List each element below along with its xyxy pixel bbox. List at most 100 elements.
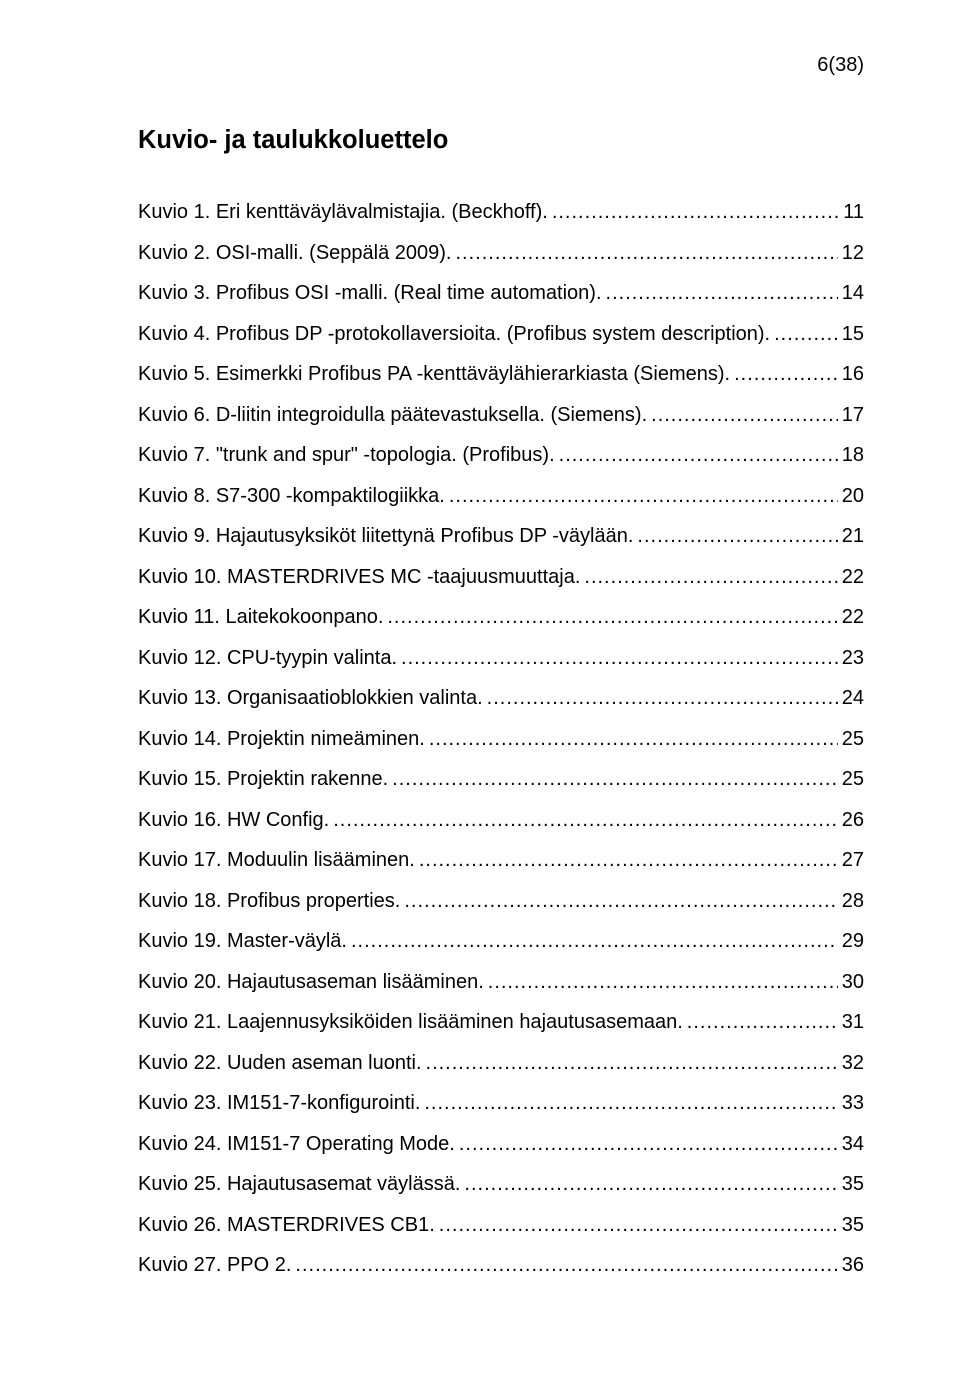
toc-entry-page: 11 xyxy=(838,201,864,224)
toc-entry-page: 25 xyxy=(838,728,864,751)
toc-leader-dots xyxy=(460,1173,838,1196)
toc-row: Kuvio 12. CPU-tyypin valinta.23 xyxy=(138,647,864,670)
toc-entry-page: 27 xyxy=(838,849,864,872)
toc-leader-dots xyxy=(388,768,838,791)
toc-entry-label: Kuvio 6. D-liitin integroidulla päätevas… xyxy=(138,404,647,427)
toc-row: Kuvio 26. MASTERDRIVES CB1. 35 xyxy=(138,1214,864,1237)
toc-leader-dots xyxy=(383,606,838,629)
toc-leader-dots xyxy=(555,444,838,467)
toc-entry-page: 16 xyxy=(838,363,864,386)
toc-row: Kuvio 8. S7-300 -kompaktilogiikka.20 xyxy=(138,485,864,508)
toc-leader-dots xyxy=(548,201,838,224)
toc-row: Kuvio 25. Hajautusasemat väylässä. 35 xyxy=(138,1173,864,1196)
toc-leader-dots xyxy=(484,971,838,994)
toc-row: Kuvio 22. Uuden aseman luonti.32 xyxy=(138,1052,864,1075)
toc-entry-label: Kuvio 24. IM151-7 Operating Mode. xyxy=(138,1133,455,1156)
toc-entry-label: Kuvio 13. Organisaatioblokkien valinta. xyxy=(138,687,483,710)
toc-entry-label: Kuvio 15. Projektin rakenne. xyxy=(138,768,388,791)
toc-entry-label: Kuvio 7. "trunk and spur" -topologia. (P… xyxy=(138,444,555,467)
toc-row: Kuvio 4. Profibus DP -protokollaversioit… xyxy=(138,323,864,346)
toc-entry-label: Kuvio 23. IM151-7-konfigurointi. xyxy=(138,1092,420,1115)
toc-entry-page: 29 xyxy=(838,930,864,953)
toc-entry-page: 34 xyxy=(838,1133,864,1156)
toc-leader-dots xyxy=(647,404,838,427)
toc-entry-page: 35 xyxy=(838,1173,864,1196)
toc-leader-dots xyxy=(397,647,838,670)
toc-entry-page: 17 xyxy=(838,404,864,427)
toc-leader-dots xyxy=(422,1052,838,1075)
toc-leader-dots xyxy=(329,809,838,832)
toc-leader-dots xyxy=(730,363,838,386)
toc-row: Kuvio 15. Projektin rakenne. 25 xyxy=(138,768,864,791)
toc-row: Kuvio 7. "trunk and spur" -topologia. (P… xyxy=(138,444,864,467)
toc-entry-label: Kuvio 11. Laitekokoonpano. xyxy=(138,606,383,629)
toc-leader-dots xyxy=(425,728,838,751)
toc-entry-label: Kuvio 19. Master-väylä. xyxy=(138,930,347,953)
toc-entry-page: 18 xyxy=(838,444,864,467)
toc-row: Kuvio 11. Laitekokoonpano. 22 xyxy=(138,606,864,629)
toc-leader-dots xyxy=(633,525,838,548)
toc-list: Kuvio 1. Eri kenttäväylävalmistajia. (Be… xyxy=(138,201,864,1277)
toc-entry-label: Kuvio 18. Profibus properties. xyxy=(138,890,400,913)
toc-entry-page: 33 xyxy=(838,1092,864,1115)
toc-row: Kuvio 1. Eri kenttäväylävalmistajia. (Be… xyxy=(138,201,864,224)
toc-entry-page: 36 xyxy=(838,1254,864,1277)
toc-row: Kuvio 16. HW Config. 26 xyxy=(138,809,864,832)
toc-leader-dots xyxy=(602,282,838,305)
toc-row: Kuvio 19. Master-väylä. 29 xyxy=(138,930,864,953)
toc-row: Kuvio 21. Laajennusyksiköiden lisääminen… xyxy=(138,1011,864,1034)
toc-leader-dots xyxy=(400,890,838,913)
toc-entry-page: 15 xyxy=(838,323,864,346)
toc-entry-label: Kuvio 20. Hajautusaseman lisääminen. xyxy=(138,971,484,994)
toc-leader-dots xyxy=(452,242,839,265)
toc-entry-page: 21 xyxy=(838,525,864,548)
toc-entry-label: Kuvio 21. Laajennusyksiköiden lisääminen… xyxy=(138,1011,683,1034)
toc-row: Kuvio 23. IM151-7-konfigurointi. 33 xyxy=(138,1092,864,1115)
toc-row: Kuvio 9. Hajautusyksiköt liitettynä Prof… xyxy=(138,525,864,548)
toc-entry-page: 30 xyxy=(838,971,864,994)
toc-entry-label: Kuvio 25. Hajautusasemat väylässä. xyxy=(138,1173,460,1196)
toc-entry-page: 12 xyxy=(838,242,864,265)
toc-row: Kuvio 13. Organisaatioblokkien valinta. 2… xyxy=(138,687,864,710)
toc-entry-label: Kuvio 17. Moduulin lisääminen. xyxy=(138,849,415,872)
toc-entry-label: Kuvio 27. PPO 2. xyxy=(138,1254,291,1277)
toc-leader-dots xyxy=(770,323,838,346)
toc-entry-page: 35 xyxy=(838,1214,864,1237)
toc-entry-label: Kuvio 4. Profibus DP -protokollaversioit… xyxy=(138,323,770,346)
toc-row: Kuvio 2. OSI-malli. (Seppälä 2009).12 xyxy=(138,242,864,265)
toc-leader-dots xyxy=(420,1092,838,1115)
toc-entry-page: 28 xyxy=(838,890,864,913)
toc-entry-page: 22 xyxy=(838,606,864,629)
toc-leader-dots xyxy=(435,1214,838,1237)
toc-entry-label: Kuvio 5. Esimerkki Profibus PA -kenttävä… xyxy=(138,363,730,386)
toc-entry-label: Kuvio 14. Projektin nimeäminen. xyxy=(138,728,425,751)
document-page: 6(38) Kuvio- ja taulukkoluettelo Kuvio 1… xyxy=(0,0,960,1396)
toc-leader-dots xyxy=(455,1133,838,1156)
toc-entry-label: Kuvio 3. Profibus OSI -malli. (Real time… xyxy=(138,282,602,305)
toc-leader-dots xyxy=(580,566,838,589)
toc-entry-label: Kuvio 16. HW Config. xyxy=(138,809,329,832)
toc-row: Kuvio 20. Hajautusaseman lisääminen. 30 xyxy=(138,971,864,994)
toc-entry-label: Kuvio 8. S7-300 -kompaktilogiikka. xyxy=(138,485,445,508)
toc-row: Kuvio 18. Profibus properties. 28 xyxy=(138,890,864,913)
toc-entry-page: 26 xyxy=(838,809,864,832)
toc-row: Kuvio 14. Projektin nimeäminen. 25 xyxy=(138,728,864,751)
toc-leader-dots xyxy=(445,485,838,508)
toc-leader-dots xyxy=(291,1254,838,1277)
toc-leader-dots xyxy=(415,849,838,872)
toc-row: Kuvio 17. Moduulin lisääminen. 27 xyxy=(138,849,864,872)
toc-row: Kuvio 24. IM151-7 Operating Mode. 34 xyxy=(138,1133,864,1156)
toc-entry-page: 24 xyxy=(838,687,864,710)
toc-entry-label: Kuvio 12. CPU-tyypin valinta. xyxy=(138,647,397,670)
toc-entry-label: Kuvio 1. Eri kenttäväylävalmistajia. (Be… xyxy=(138,201,548,224)
toc-entry-page: 22 xyxy=(838,566,864,589)
toc-entry-label: Kuvio 9. Hajautusyksiköt liitettynä Prof… xyxy=(138,525,633,548)
toc-leader-dots xyxy=(683,1011,838,1034)
toc-entry-page: 25 xyxy=(838,768,864,791)
toc-row: Kuvio 27. PPO 2. 36 xyxy=(138,1254,864,1277)
toc-entry-page: 31 xyxy=(838,1011,864,1034)
toc-row: Kuvio 5. Esimerkki Profibus PA -kenttävä… xyxy=(138,363,864,386)
toc-entry-label: Kuvio 26. MASTERDRIVES CB1. xyxy=(138,1214,435,1237)
toc-leader-dots xyxy=(347,930,838,953)
toc-heading: Kuvio- ja taulukkoluettelo xyxy=(138,126,864,155)
